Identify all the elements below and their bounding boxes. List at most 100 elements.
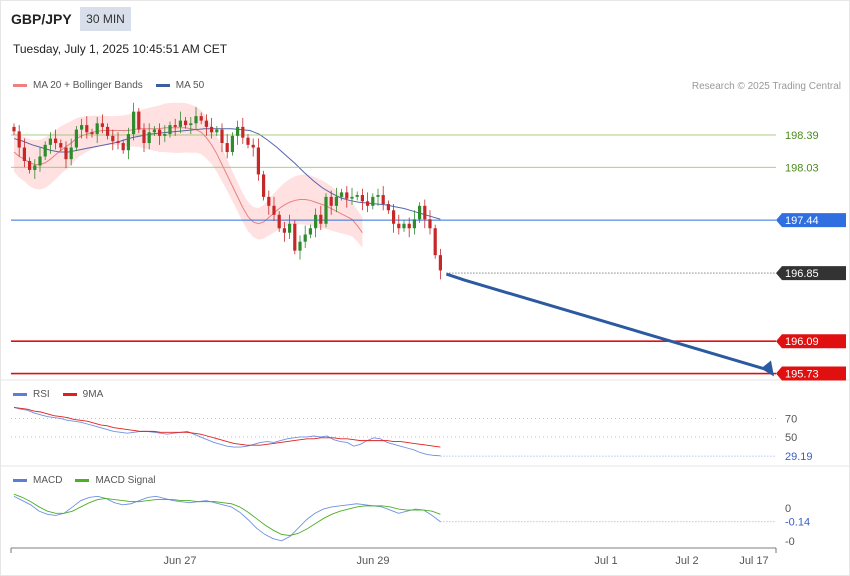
candle-body [147,132,151,144]
candle-body [386,204,390,211]
candle-body [132,111,136,135]
x-tick-label: Jul 1 [594,555,617,567]
candle-body [220,129,224,144]
candle-body [22,147,26,161]
rsi-ma-swatch [62,393,77,396]
candle-body [308,228,312,235]
candle-body [90,132,94,135]
candle-body [428,219,432,229]
legend-label-rsi-ma: 9MA [82,389,104,400]
candle-body [215,129,219,133]
candle-body [38,156,42,166]
macd-last-label: -0.14 [785,517,810,529]
rsi-legend: RSI 9MA [13,389,116,400]
candle-body [293,223,297,251]
macd-legend: MACD MACD Signal [13,475,168,486]
candle-body [64,147,68,160]
candle-body [272,205,276,215]
candle-body [116,141,120,144]
candle-body [277,214,281,229]
rsi-ma-line [13,406,441,448]
candle-body [402,223,406,229]
pivot-tag [776,213,846,228]
candle-body [48,138,52,145]
ma20-swatch [13,84,27,87]
candle-body [438,255,442,271]
timeframe-badge[interactable]: 30 MIN [80,7,131,31]
resistance-label-2: 198.03 [785,162,819,174]
legend-label-ma20: MA 20 + Bollinger Bands [33,80,143,91]
x-tick-label: Jun 27 [163,555,196,567]
current-price-label: 196.85 [785,268,819,280]
macd-tick-zero: 0 [785,503,791,515]
candle-body [262,174,266,197]
candle-body [54,138,58,144]
candle-body [303,234,307,242]
candle-body [251,144,255,148]
current-price-tag [776,266,846,281]
candle-body [246,137,250,145]
legend-item-rsi: RSI [13,389,50,400]
timestamp: Tuesday, July 1, 2025 10:45:51 AM CET [13,42,228,56]
candle-body [126,134,130,151]
candle-body [194,116,198,124]
candle-body [345,192,349,199]
rsi-last-label: 29.19 [785,451,813,463]
candle-body [241,126,245,138]
candle-body [340,192,344,197]
rsi-tick-label-70: 70 [785,413,797,425]
candle-body [189,123,193,126]
support-2-label: 195.73 [785,369,819,381]
candle-body [350,196,354,199]
candle-body [199,116,203,121]
legend-item-macd: MACD [13,475,62,486]
resistance-label-1: 198.39 [785,130,819,142]
candles [12,102,442,280]
candle-body [204,120,208,127]
candle-body [121,143,125,151]
candle-body [230,135,234,153]
candle-body [329,196,333,206]
macd-signal-swatch [75,479,90,482]
legend-item-ma50: MA 50 [155,80,205,91]
candle-body [298,241,302,251]
candle-body [100,123,104,127]
candle-body [178,120,182,127]
macd-line [13,495,441,542]
candle-body [80,125,84,130]
candle-body [314,214,318,229]
candle-body [282,228,286,233]
price-legend: MA 20 + Bollinger Bands MA 50 [13,80,217,91]
candle-body [334,196,338,206]
candle-body [85,125,89,133]
candle-body [433,228,437,256]
candle-body [69,147,73,160]
candle-body [95,123,99,135]
candle-body [168,125,172,135]
support-1-tag [776,334,846,349]
candle-body [74,129,78,148]
candle-body [152,129,156,133]
support-1-label: 196.09 [785,336,819,348]
candle-body [360,195,364,202]
ma20-line [13,127,363,234]
credit-text: Research © 2025 Trading Central [691,81,841,92]
macd-signal-line [13,493,441,536]
legend-item-ma20: MA 20 + Bollinger Bands [13,80,143,91]
pivot-label: 197.44 [785,215,819,227]
candle-body [392,210,396,224]
candle-body [407,223,411,229]
candle-body [17,131,21,148]
legend-label-macd: MACD [33,475,63,486]
candle-body [371,196,375,206]
candle-body [163,134,167,136]
rsi-tick-label-50: 50 [785,432,797,444]
candle-body [319,214,323,224]
legend-item-macd-signal: MACD Signal [75,475,155,486]
candle-body [267,196,271,206]
legend-label-ma50: MA 50 [175,80,205,91]
candle-body [106,126,110,136]
candle-body [397,223,401,229]
macd-swatch [13,479,27,482]
